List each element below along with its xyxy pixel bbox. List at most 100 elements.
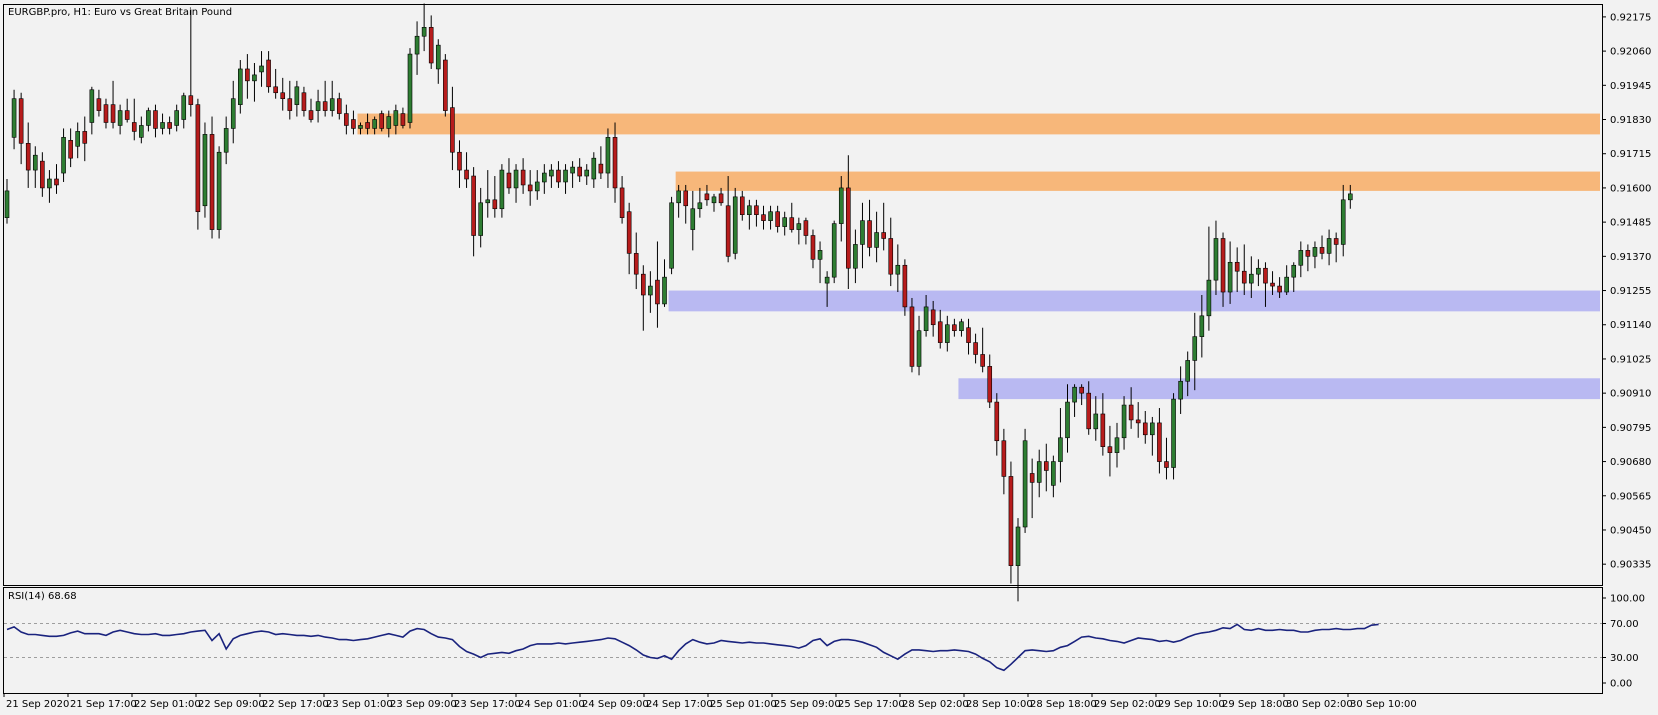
candle <box>860 202 865 269</box>
candle <box>181 92 187 129</box>
candle <box>223 116 229 165</box>
candle <box>980 327 985 373</box>
rsi-line-layer <box>6 623 1379 672</box>
candle-body <box>1326 238 1332 254</box>
candle <box>810 229 816 269</box>
candle <box>789 202 795 233</box>
candle-body <box>1100 413 1106 447</box>
candle-body <box>266 59 271 88</box>
candle <box>633 232 639 290</box>
candle-body <box>139 125 144 138</box>
candle-body <box>294 86 300 105</box>
rsi-axis: 100.00 70.00 30.00 0.00 <box>1602 594 1645 690</box>
candle-body <box>1128 404 1134 421</box>
candle-body <box>1291 264 1297 278</box>
candle <box>1178 366 1183 414</box>
candle <box>329 80 335 117</box>
candle-body <box>987 366 993 403</box>
candle-body <box>867 220 872 248</box>
candle <box>930 300 936 337</box>
price-panel-frame <box>3 4 1603 586</box>
candle-body <box>435 44 441 70</box>
time-tick-label: 24 Sep 17:00 <box>646 699 713 710</box>
candle-body <box>1079 386 1084 394</box>
candle <box>1213 220 1219 295</box>
time-tick-label: 28 Sep 02:00 <box>902 699 969 710</box>
candle-body <box>202 134 208 207</box>
candle-body <box>1022 440 1028 528</box>
candle <box>945 315 950 352</box>
candle <box>888 217 894 287</box>
candle <box>174 104 179 132</box>
candle <box>1206 226 1212 331</box>
candle-body <box>563 169 568 183</box>
candle <box>1263 262 1268 307</box>
candle <box>1058 408 1063 483</box>
candle <box>428 15 434 69</box>
candle <box>344 104 349 135</box>
candle <box>690 190 696 251</box>
price-tick-label: 0.91830 <box>1610 115 1651 126</box>
candle-body <box>824 276 830 284</box>
time-tick-label: 24 Sep 09:00 <box>582 699 649 710</box>
candle <box>471 167 476 257</box>
candle-body <box>336 98 342 114</box>
candle-body <box>591 157 597 180</box>
candle <box>54 164 59 194</box>
time-tick-label: 29 Sep 18:00 <box>1222 699 1289 710</box>
candle-body <box>1298 250 1304 266</box>
candle-body <box>676 190 681 204</box>
candle <box>520 158 526 194</box>
candle-body <box>167 122 172 129</box>
candle-body <box>782 217 788 227</box>
candle <box>683 184 689 224</box>
price-tick-label: 0.90565 <box>1610 491 1651 502</box>
candle <box>973 333 978 364</box>
candle-body <box>775 211 780 227</box>
candle-body <box>146 110 151 126</box>
candle <box>761 205 766 230</box>
candle-body <box>464 169 469 180</box>
candle <box>1333 232 1339 263</box>
candle-body <box>909 306 915 367</box>
candle-body <box>1065 401 1070 439</box>
candle-body <box>195 104 201 213</box>
candle <box>160 113 165 135</box>
candle-body <box>223 128 229 153</box>
candle-body <box>959 321 964 331</box>
time-tick-label: 29 Sep 10:00 <box>1158 699 1225 710</box>
candle-body <box>358 125 363 129</box>
candle <box>817 241 823 284</box>
candle-body <box>131 122 137 132</box>
candle-body <box>273 86 278 94</box>
candle-body <box>110 104 116 123</box>
candle-body <box>82 131 88 144</box>
candle <box>25 122 31 188</box>
candle <box>202 122 208 218</box>
price-tick-label: 0.91255 <box>1610 286 1651 297</box>
candle <box>1121 396 1127 450</box>
candle <box>853 229 858 284</box>
candle-body <box>32 154 38 171</box>
candle-body <box>683 190 689 207</box>
candle <box>230 80 236 144</box>
candle-body <box>846 187 851 269</box>
price-tick-label: 0.90795 <box>1610 423 1651 434</box>
candle <box>75 122 80 159</box>
candle-body <box>153 110 158 129</box>
candle-body <box>648 285 653 296</box>
candle-body <box>1227 261 1233 293</box>
candle-body <box>1107 446 1113 453</box>
candle <box>1001 428 1007 495</box>
candle <box>669 196 674 275</box>
candle-body <box>209 134 215 230</box>
candle <box>1142 411 1148 444</box>
candle <box>259 51 264 87</box>
candle-body <box>980 354 985 367</box>
candle-body <box>280 92 286 99</box>
rsi-indicator-label: RSI(14) 68.68 <box>8 591 77 602</box>
candle <box>909 297 915 373</box>
candle <box>400 107 406 129</box>
candle <box>287 80 293 120</box>
